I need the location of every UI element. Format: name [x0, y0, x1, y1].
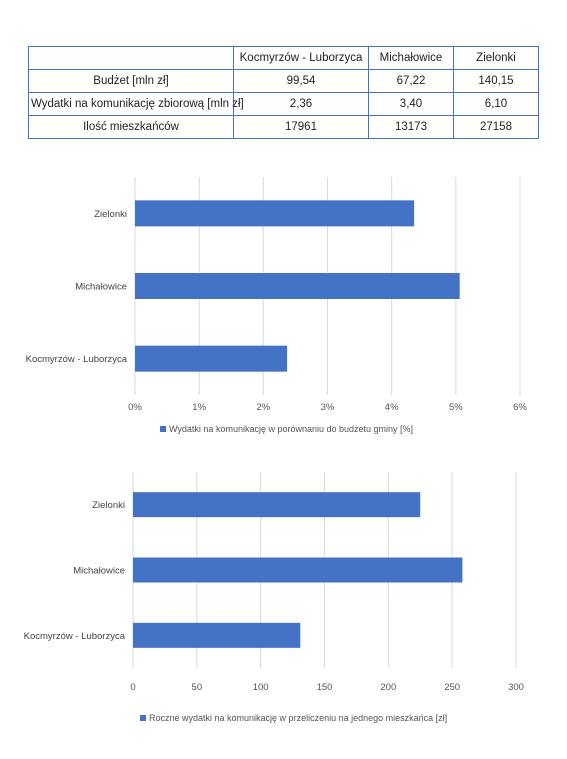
x-tick-label: 100 [253, 682, 269, 693]
table-row-label: Budżet [mln zł] [28, 69, 234, 93]
table-row: Ilość mieszkańców 17961 13173 27158 [28, 115, 539, 139]
bar [133, 557, 463, 583]
category-label: Kocmyrzów - Luborzyca [24, 631, 126, 642]
x-tick-label: 5% [449, 402, 463, 413]
x-tick-label: 3% [321, 402, 335, 413]
table-cell: 27158 [453, 115, 539, 139]
legend-label: Wydatki na komunikację w porównaniu do b… [169, 424, 413, 434]
legend-swatch [140, 715, 146, 721]
table-cell: 99,54 [233, 69, 369, 93]
bar [133, 492, 421, 518]
category-label: Zielonki [94, 209, 127, 220]
table-cell: 17961 [233, 115, 369, 139]
x-tick-label: 4% [385, 402, 399, 413]
x-tick-label: 2% [256, 402, 270, 413]
x-tick-label: 200 [380, 682, 396, 693]
table-header-row: Kocmyrzów - Luborzyca Michałowice Zielon… [28, 46, 539, 70]
x-tick-label: 0% [128, 402, 142, 413]
legend-label: Roczne wydatki na komunikację w przelicz… [149, 713, 447, 723]
table-cell: 3,40 [368, 92, 454, 116]
bar [133, 622, 301, 648]
table-cell: 2,36 [233, 92, 369, 116]
category-label: Michałowice [73, 566, 125, 577]
table-cell: 6,10 [453, 92, 539, 116]
legend-swatch [160, 426, 166, 432]
table-row-label: Wydatki na komunikację zbiorową [mln zł] [28, 92, 244, 116]
category-label: Kocmyrzów - Luborzyca [26, 354, 128, 365]
table-header-cell: Kocmyrzów - Luborzyca [233, 46, 369, 70]
x-tick-label: 1% [192, 402, 206, 413]
bar [135, 200, 415, 227]
table-row: Budżet [mln zł] 99,54 67,22 140,15 [28, 69, 539, 93]
percent-bar-chart: 0% 1% 2% 3% 4% 5% 6% Kocmyrzów - Luborzyca Micha… [26, 177, 527, 434]
x-tick-label: 6% [513, 402, 527, 413]
per-capita-bar-chart: 0 50 100 150 200 250 300 Kocmyrzów - Luborzyca M… [24, 472, 524, 723]
bar [135, 273, 460, 299]
table-row: Wydatki na komunikację zbiorową [mln zł]… [28, 92, 539, 116]
data-table: Kocmyrzów - Luborzyca Michałowice Zielon… [28, 46, 539, 139]
table-header-cell [28, 46, 234, 70]
table-cell: 13173 [368, 115, 454, 139]
x-tick-label: 300 [508, 682, 524, 693]
x-tick-label: 0 [130, 682, 135, 693]
x-tick-label: 150 [317, 682, 333, 693]
x-tick-label: 50 [192, 682, 203, 693]
table-header-cell: Zielonki [453, 46, 539, 70]
table-cell: 67,22 [368, 69, 454, 93]
bar [135, 345, 288, 372]
table-header-cell: Michałowice [368, 46, 454, 70]
category-label: Zielonki [92, 500, 125, 511]
x-tick-label: 250 [444, 682, 460, 693]
table-row-label: Ilość mieszkańców [28, 115, 234, 139]
category-label: Michałowice [75, 282, 127, 293]
table-cell: 140,15 [453, 69, 539, 93]
